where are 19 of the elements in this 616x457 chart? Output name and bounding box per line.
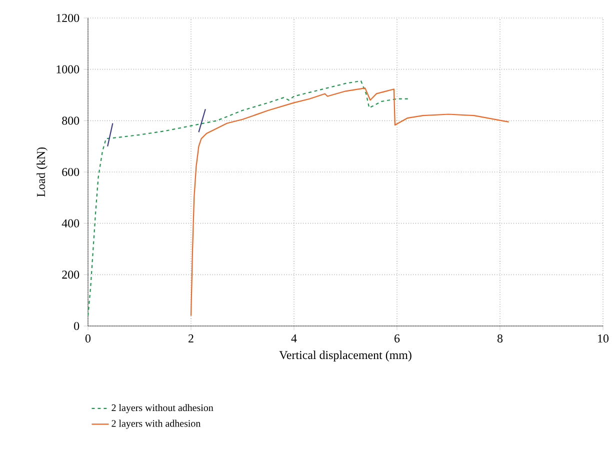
- line-series: [88, 80, 410, 316]
- line-series: [190, 88, 510, 316]
- y-tick-label: 1200: [56, 14, 80, 22]
- y-tick-label: 600: [62, 168, 80, 176]
- x-tick-label: 4: [291, 334, 297, 342]
- y-tick-label: 400: [62, 219, 80, 228]
- x-tick-label: 0: [85, 334, 91, 342]
- y-tick-label: 1000: [56, 65, 80, 74]
- y-axis-title: Load (kN): [36, 147, 48, 197]
- x-tick-label: 2: [188, 334, 194, 342]
- y-tick-label: 0: [74, 322, 80, 330]
- y-tick-label: 200: [62, 270, 80, 279]
- x-tick-label: 8: [497, 334, 503, 342]
- x-axis-title: Vertical displacement (mm): [279, 350, 412, 362]
- x-tick-label: 10: [598, 334, 609, 342]
- x-tick-label: 6: [394, 334, 400, 342]
- legend-label: 2 layers without adhesion: [112, 404, 214, 414]
- legend-label: 2 layers with adhesion: [112, 420, 201, 429]
- y-tick-label: 800: [62, 116, 80, 125]
